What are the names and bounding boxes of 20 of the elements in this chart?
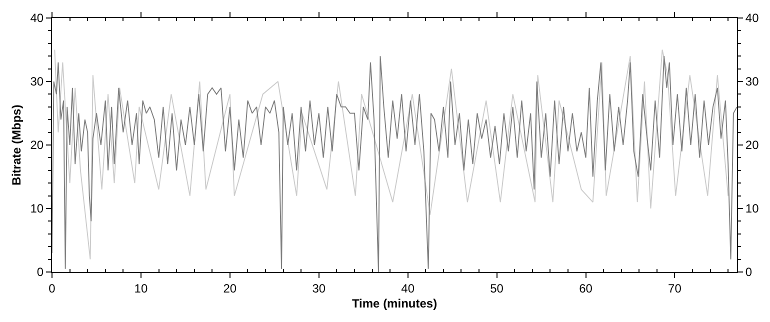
- y-tick-label: 30: [30, 74, 44, 89]
- x-tick-label: 30: [312, 281, 326, 296]
- y2-tick-label: 20: [745, 138, 760, 152]
- y-tick-label: 20: [30, 138, 44, 152]
- x-tick-label: 0: [48, 281, 56, 296]
- y2-tick-label: 10: [745, 202, 760, 216]
- x-tick-label: 60: [579, 281, 593, 296]
- x-tick-label: 70: [668, 281, 682, 296]
- x-axis-title: Time (minutes): [352, 296, 438, 310]
- x-tick-label: 20: [223, 281, 237, 296]
- y-tick-label: 40: [30, 11, 44, 26]
- y-tick-label: 0: [36, 265, 44, 280]
- y2-tick-label: 0: [745, 265, 752, 280]
- y2-tick-label: 30: [745, 74, 760, 89]
- y2-tick-label: 40: [745, 11, 760, 26]
- x-tick-label: 50: [490, 281, 504, 296]
- x-tick-label: 10: [134, 281, 148, 296]
- y-axis-title: Bitrate (Mbps): [10, 104, 24, 186]
- x-tick-label: 40: [401, 281, 415, 296]
- y-tick-label: 10: [30, 202, 44, 216]
